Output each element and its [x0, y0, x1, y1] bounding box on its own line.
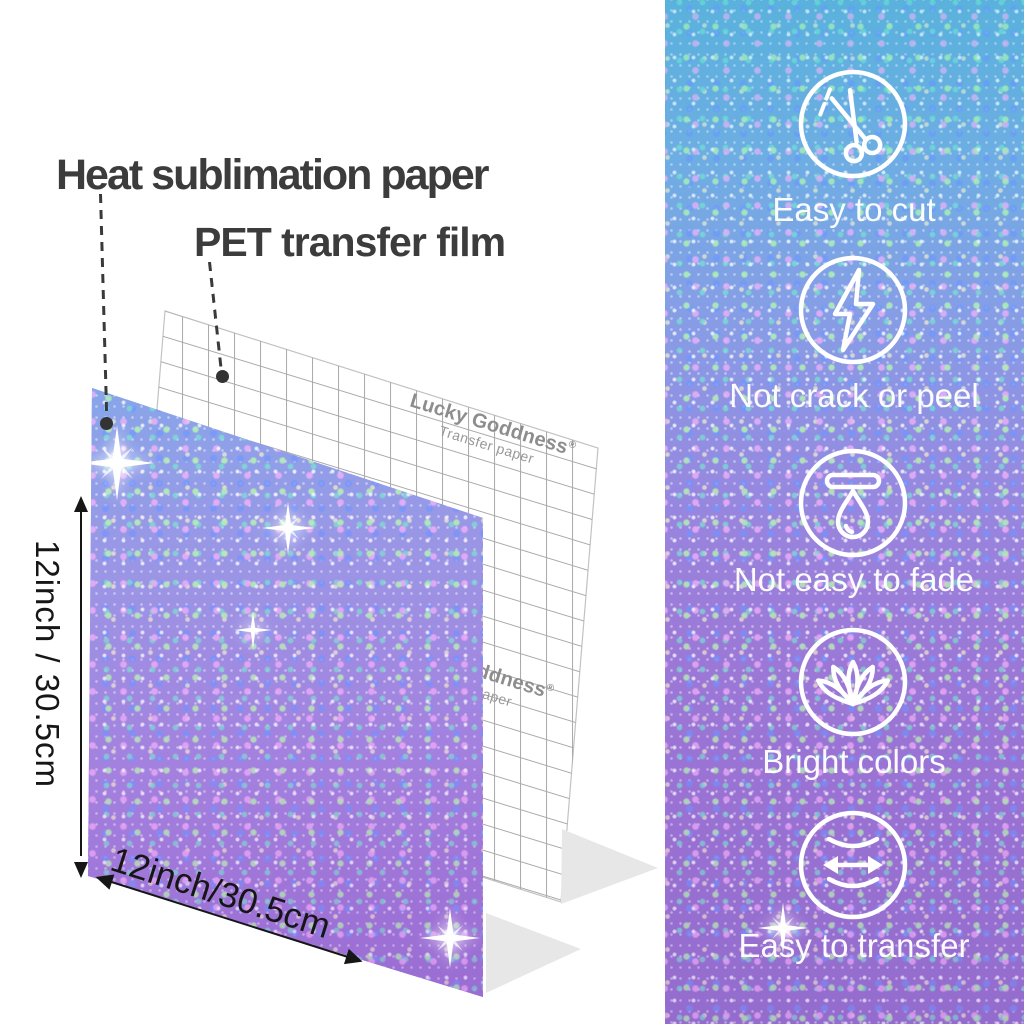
- label-pet-transfer-film: PET transfer film: [194, 219, 506, 265]
- dimension-label-left: 12inch / 30.5cm: [29, 540, 66, 788]
- arrowhead-down-icon: [74, 862, 88, 878]
- feature-label-not-crack-or-peel: Not crack or peel: [729, 377, 979, 414]
- feature-label-easy-to-cut: Easy to cut: [772, 191, 936, 228]
- sparkle-icon: [260, 500, 316, 556]
- dimension-arrow-vertical: [80, 510, 82, 856]
- glitter-strip: Easy to cut Not crack or peel Not easy t…: [665, 0, 1024, 1024]
- leader-dot-grid-sheet: [216, 370, 229, 383]
- stretch-arrows-icon: [798, 810, 908, 920]
- scissors-icon: [798, 69, 908, 179]
- water-drop-icon: [798, 448, 908, 558]
- sparkle-icon: [418, 906, 482, 970]
- leader-dot-glitter-sheet: [100, 417, 113, 430]
- lightning-icon: [798, 255, 908, 365]
- arrowhead-up-icon: [74, 496, 88, 512]
- registered-mark: ®: [544, 682, 556, 695]
- floor-shadow-lower: [486, 913, 581, 993]
- sparkle-icon: [88, 423, 157, 503]
- sparkle-icon: [756, 901, 810, 955]
- feature-label-bright-colors: Bright colors: [762, 743, 946, 780]
- label-heat-sublimation-paper: Heat sublimation paper: [56, 151, 489, 199]
- floor-shadow-upper: [561, 829, 658, 904]
- registered-mark: ®: [566, 439, 578, 452]
- sparkle-icon: [233, 610, 273, 650]
- petal-fan-icon: [798, 627, 908, 737]
- feature-label-not-easy-to-fade: Not easy to fade: [733, 561, 975, 598]
